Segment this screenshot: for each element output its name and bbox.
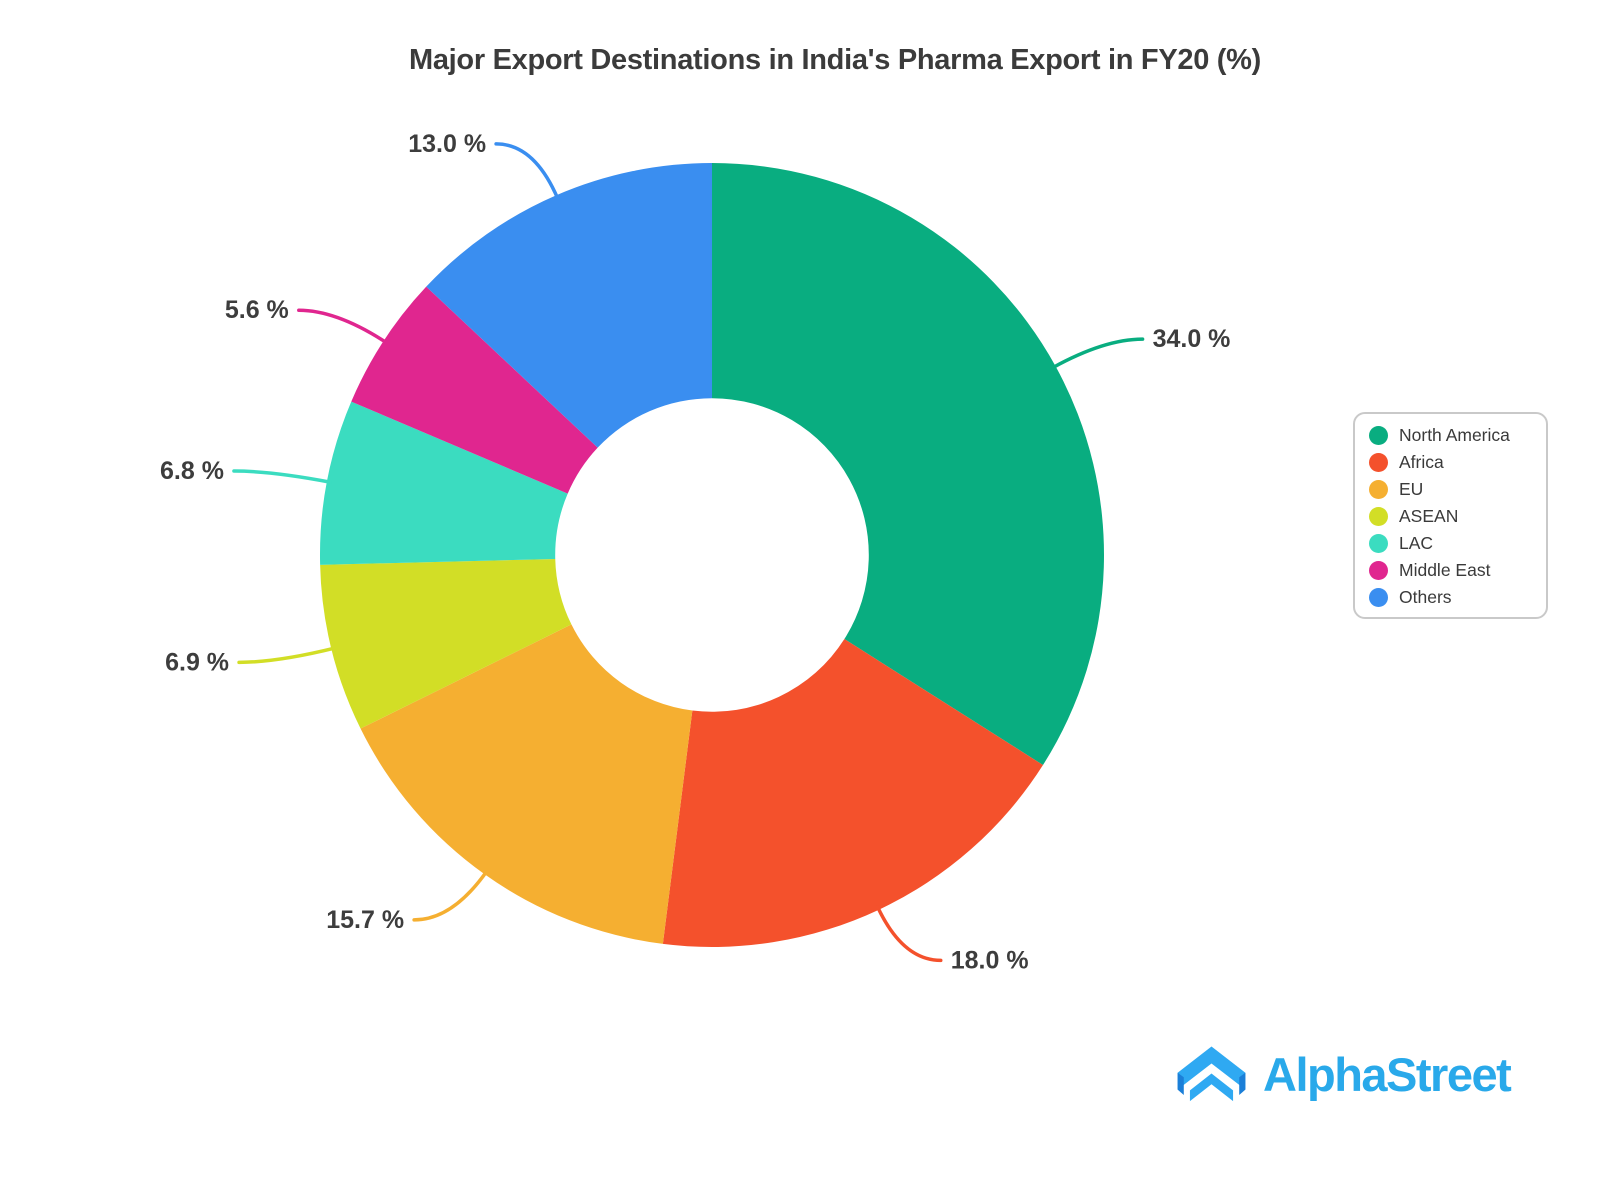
legend: North America Africa EU ASEAN LAC Middle East… xyxy=(1353,412,1548,619)
legend-item-middle-east[interactable]: Middle East xyxy=(1369,557,1540,584)
leader-line-north-america xyxy=(1051,337,1145,370)
legend-swatch-eu xyxy=(1369,480,1388,499)
legend-swatch-africa xyxy=(1369,453,1388,472)
legend-item-lac[interactable]: LAC xyxy=(1369,530,1540,557)
alphastreet-logo-text: AlphaStreet xyxy=(1263,1048,1512,1101)
leader-lines xyxy=(232,142,1145,963)
chart-title: Major Export Destinations in India's Pha… xyxy=(408,44,1261,76)
legend-label-asean: ASEAN xyxy=(1399,506,1459,526)
legend-swatch-middle-east xyxy=(1369,561,1388,580)
leader-line-eu xyxy=(412,870,489,922)
percent-label-africa: 18.0 % xyxy=(951,946,1029,974)
pie-slice-africa[interactable] xyxy=(662,639,1043,948)
legend-label-north-america: North America xyxy=(1399,425,1510,445)
legend-item-africa[interactable]: Africa xyxy=(1369,449,1540,476)
percent-labels: 34.0 % 18.0 % 15.7 % 6.9 % 6.8 % 5.6 % 13.0 % xyxy=(160,130,1230,975)
percent-label-others: 13.0 % xyxy=(408,130,486,158)
legend-label-middle-east: Middle East xyxy=(1399,560,1491,580)
legend-label-africa: Africa xyxy=(1399,452,1444,472)
percent-label-lac: 6.8 % xyxy=(160,457,224,485)
legend-item-others[interactable]: Others xyxy=(1369,584,1540,611)
legend-swatch-others xyxy=(1369,588,1388,607)
alphastreet-chevron-icon xyxy=(1177,1046,1246,1102)
legend-label-lac: LAC xyxy=(1399,533,1434,553)
legend-label-others: Others xyxy=(1399,587,1452,607)
percent-label-eu: 15.7 % xyxy=(326,906,404,934)
legend-item-eu[interactable]: EU xyxy=(1369,476,1540,503)
pie-slice-eu[interactable] xyxy=(360,624,693,944)
pie-slices xyxy=(319,163,1105,948)
legend-item-north-america[interactable]: North America xyxy=(1369,422,1540,449)
legend-swatch-north-america xyxy=(1369,426,1388,445)
leader-line-lac xyxy=(232,469,332,484)
pie-slice-asean[interactable] xyxy=(320,558,572,729)
legend-swatch-asean xyxy=(1369,507,1388,526)
leader-line-asean xyxy=(237,646,337,665)
percent-label-north-america: 34.0 % xyxy=(1153,325,1231,353)
pie-slice-others[interactable] xyxy=(426,163,712,448)
percent-label-middle-east: 5.6 % xyxy=(225,296,289,324)
legend-item-asean[interactable]: ASEAN xyxy=(1369,503,1540,530)
leader-line-middle-east xyxy=(297,308,388,345)
percent-label-asean: 6.9 % xyxy=(165,648,229,676)
alphastreet-logo: AlphaStreet xyxy=(1173,1044,1512,1106)
legend-swatch-lac xyxy=(1369,534,1388,553)
leader-line-others xyxy=(494,142,560,200)
pie-slice-north-america[interactable] xyxy=(712,163,1105,766)
leader-line-africa xyxy=(875,905,943,963)
pie-slice-lac[interactable] xyxy=(319,401,568,565)
pie-slice-middle-east[interactable] xyxy=(351,286,598,494)
legend-label-eu: EU xyxy=(1399,479,1424,499)
